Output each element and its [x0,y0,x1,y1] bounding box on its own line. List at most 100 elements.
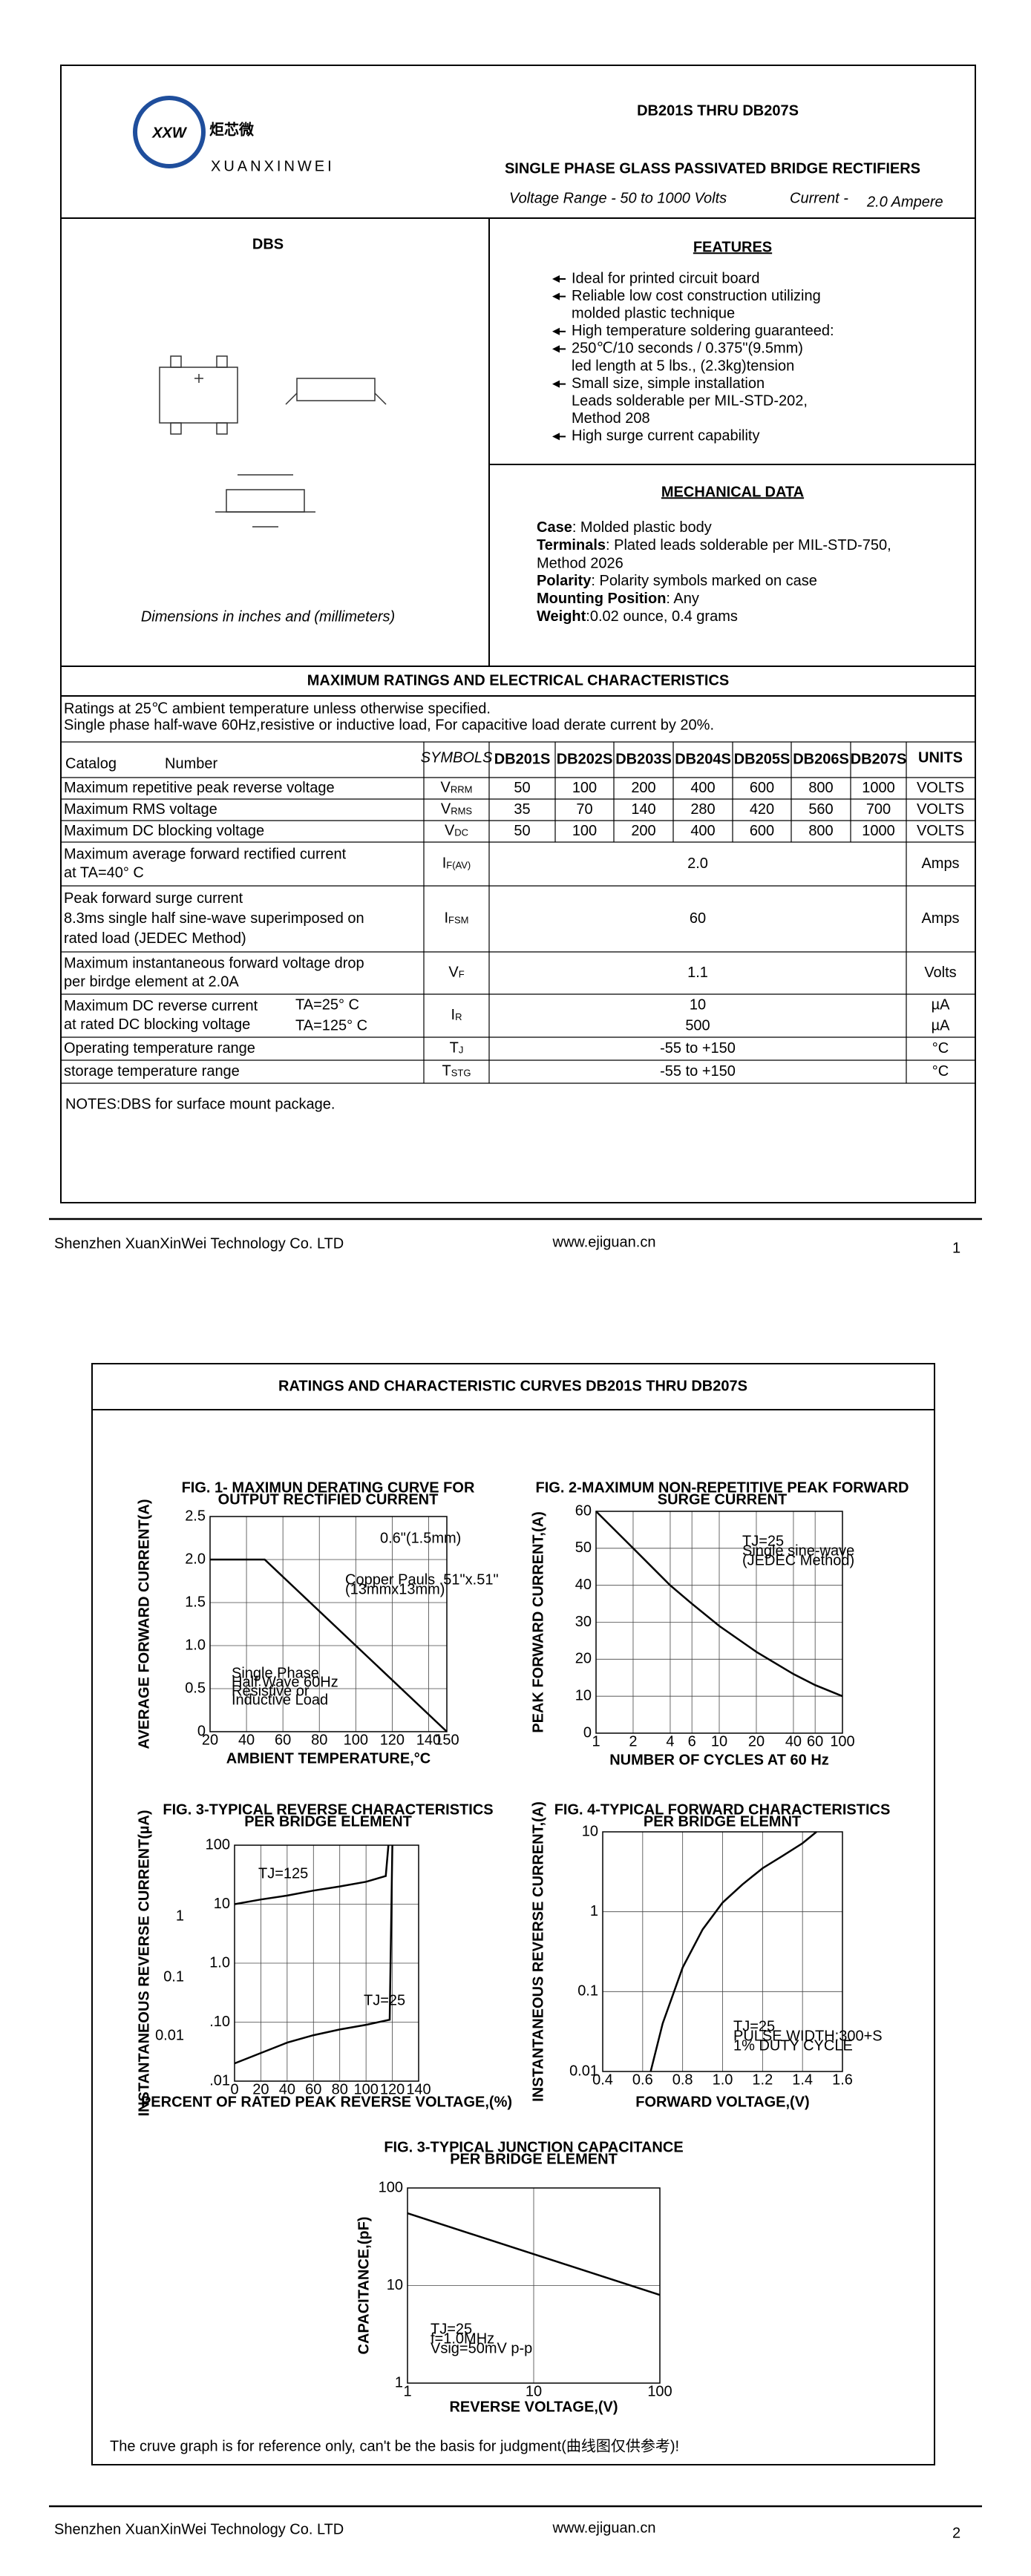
mechanical-text: : Plated leads solderable per MIL-STD-75… [606,537,891,553]
figure-title: PER BRIDGE ELEMNT [644,1813,801,1830]
feature-text: High surge current capability [572,428,759,444]
y-tick-label: 2.0 [185,1551,206,1567]
x-tick-label: 4 [666,1733,674,1749]
y-tick-label: 100 [206,1836,230,1853]
table-value: 60 [690,910,706,927]
symbol-sub: STG [451,1068,471,1079]
unit: µA [932,996,951,1013]
x-tick-label: 1 [403,2383,411,2399]
y-tick-label: 10 [387,2277,403,2293]
annotation: Inductive Load [232,1692,328,1708]
symbol-main: V [448,965,459,981]
annotation: TJ=25 [733,2018,775,2034]
annotation: 0.1 [163,1968,184,1985]
mechanical-item: Polarity: Polarity symbols marked on cas… [537,573,817,589]
mechanical-item: Mounting Position: Any [537,591,699,607]
annotation: 0.01 [155,2027,184,2043]
plot-frame [407,2187,661,2384]
table-value: 1000 [862,823,895,839]
package-caption: Dimensions in inches and (millimeters) [141,608,395,625]
symbol: VF [448,965,464,981]
y-tick-label: 1.0 [209,1954,230,1971]
symbol-main: I [451,1007,456,1023]
table-value: 35 [514,801,530,818]
x-axis-label: AMBIENT TEMPERATURE,°C [226,1750,431,1767]
table-header: UNITS [918,749,963,766]
device-name: DB205S [734,751,791,767]
y-tick-label: 30 [575,1614,592,1630]
annotation: Vsig=50mV p-p [431,2340,532,2356]
annotation: 1 [176,1908,184,1924]
unit: VOLTS [917,823,964,839]
series-label: TJ=125 [258,1865,308,1882]
x-tick-label: 1 [592,1733,600,1749]
table-value: 280 [690,801,715,818]
feature-text: Small size, simple installation [572,375,765,392]
bullet [552,275,560,283]
ratings-title: MAXIMUM RATINGS AND ELECTRICAL CHARACTER… [307,672,730,689]
plot-frame [209,1516,448,1732]
x-tick-label: 6 [688,1733,696,1749]
mechanical-item: Weight:0.02 ounce, 0.4 grams [537,608,738,625]
symbol-sub: FSM [448,915,468,926]
mechanical-text: Method 2026 [537,555,623,571]
parameter: Maximum DC reverse current [64,998,258,1014]
mechanical-item: Case: Molded plastic body [537,519,712,536]
table-value: 600 [750,823,774,839]
x-tick-label: 0.4 [592,2071,613,2088]
series-label: TJ=25 [364,1992,405,2008]
symbol-main: T [450,1040,459,1057]
symbol-sub: J [459,1045,464,1056]
parameter: Maximum DC blocking voltage [64,823,264,839]
symbol: IFSM [444,910,468,927]
table-value: 50 [514,823,530,839]
feature-text: 250℃/10 seconds / 0.375"(9.5mm) [572,341,803,357]
table-value: 800 [808,780,833,796]
x-axis-label: REVERSE VOLTAGE,(V) [449,2399,618,2415]
parameter: Maximum repetitive peak reverse voltage [64,780,335,796]
x-tick-label: 0.6 [632,2071,653,2088]
table-value: 200 [631,823,655,839]
annotation: TJ=25 [742,1533,784,1549]
rating-condition: Ratings at 25℃ ambient temperature unles… [64,700,491,717]
y-axis-label: AVERAGE FORWARD CURRENT(A) [136,1499,152,1749]
symbol-sub: F(AV) [446,860,471,871]
parameter: Maximum instantaneous forward voltage dr… [64,955,364,971]
annotation: (JEDEC Method) [742,1552,854,1568]
table-value: 1000 [862,780,895,796]
logo-mark: XXW [151,125,188,141]
logo-chinese: 炬芯微 [209,121,254,139]
y-tick-label: 1.0 [185,1637,206,1653]
mechanical-text: : Molded plastic body [572,519,712,536]
footer-company: Shenzhen XuanXinWei Technology Co. LTD [54,2521,344,2537]
symbol: VRRM [441,780,473,796]
feature-text: molded plastic technique [572,305,735,321]
page-frame [60,65,976,1203]
disclaimer: The cruve graph is for reference only, c… [110,2437,679,2454]
table-value: -55 to +150 [660,1040,736,1057]
footer-website: www.ejiguan.cn [552,2520,656,2536]
current-value: 2.0 Ampere [866,194,943,210]
parameter: at TA=40° C [64,864,144,881]
parameter: Peak forward surge current [64,890,243,907]
x-tick-label: 40 [785,1733,802,1749]
parameter: Maximum average forward rectified curren… [64,846,347,862]
table-value: 400 [690,780,715,796]
table-value: 100 [572,823,597,839]
table-value: 100 [572,780,597,796]
y-tick-label: 1.5 [185,1594,206,1610]
condition: TA=125° C [295,1017,367,1034]
x-tick-label: 1.0 [713,2071,733,2088]
mechanical-label: Weight [537,608,586,625]
symbol-main: I [444,910,448,927]
annotation: f=1.0MHz [431,2330,494,2347]
x-axis-label: FORWARD VOLTAGE,(V) [635,2094,809,2110]
y-tick-label: 10 [582,1823,598,1839]
voltage-range: Voltage Range - 50 to 1000 Volts [509,190,727,206]
x-tick-label: 100 [647,2383,672,2399]
y-tick-label: 10 [575,1687,592,1703]
table-value: 500 [685,1017,710,1034]
x-tick-label: 60 [275,1732,291,1748]
